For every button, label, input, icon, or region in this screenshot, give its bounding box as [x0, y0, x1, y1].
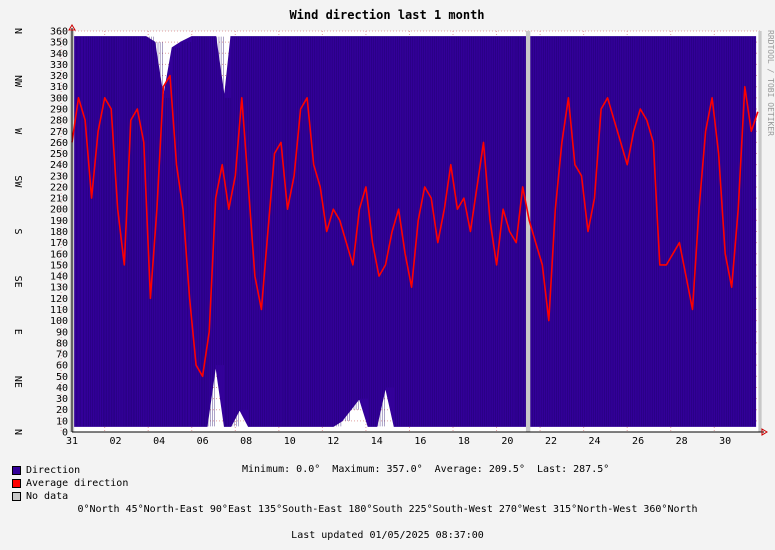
- average-direction-line: [71, 74, 759, 378]
- x-tick-label-08: 08: [240, 436, 252, 447]
- x-tick-label-14: 14: [371, 436, 383, 447]
- y-tick-label-80: 80: [56, 338, 68, 349]
- x-tick-label-20: 20: [501, 436, 513, 447]
- x-tick-label-18: 18: [458, 436, 470, 447]
- compass-label-sw-225: SW: [12, 175, 23, 188]
- x-axis-arrow: [761, 428, 768, 436]
- compass-label-e-90: E: [12, 329, 23, 335]
- x-tick-label-28: 28: [676, 436, 688, 447]
- y-tick-label-310: 310: [50, 82, 68, 93]
- y-tick-label-150: 150: [50, 260, 68, 271]
- y-tick-label-190: 190: [50, 216, 68, 227]
- y-tick-label-260: 260: [50, 138, 68, 149]
- compass-label-w-270: W: [12, 128, 23, 135]
- no-data-gap-1: [525, 31, 531, 432]
- legend-item-average-direction: Average direction: [12, 477, 128, 490]
- compass-label-s-180: S: [12, 228, 23, 234]
- y-tick-label-340: 340: [50, 49, 68, 60]
- y-tick-label-330: 330: [50, 60, 68, 71]
- plot-marks: [69, 31, 762, 432]
- x-tick-label-12: 12: [327, 436, 339, 447]
- x-tick-label-16: 16: [414, 436, 426, 447]
- y-tick-label-320: 320: [50, 71, 68, 82]
- compass-label-ne-45: NE: [12, 376, 23, 388]
- y-tick-label-270: 270: [50, 127, 68, 138]
- compass-label-n-360: N: [12, 28, 23, 34]
- y-tick-label-290: 290: [50, 104, 68, 115]
- y-tick-label-160: 160: [50, 249, 68, 260]
- y-tick-label-40: 40: [56, 383, 68, 394]
- last-updated: Last updated 01/05/2025 08:37:00: [291, 530, 484, 541]
- compass-label-n-0: N: [12, 429, 23, 435]
- compass-label-nw-315: NW: [12, 75, 23, 88]
- y-tick-label-240: 240: [50, 160, 68, 171]
- y-tick-label-110: 110: [50, 305, 68, 316]
- chart-title: Wind direction last 1 month: [289, 8, 484, 22]
- no-data-gap-2: [758, 31, 762, 432]
- y-tick-label-10: 10: [56, 416, 68, 427]
- statistics: Minimum: 0.0° Maximum: 357.0° Average: 2…: [242, 464, 610, 475]
- y-tick-label-200: 200: [50, 205, 68, 216]
- legend: Direction Average direction No data: [12, 464, 128, 503]
- legend-label-direction: Direction: [26, 465, 81, 476]
- legend-swatch-direction: [12, 466, 21, 475]
- y-tick-label-300: 300: [50, 93, 68, 104]
- directions-key: 0°North 45°North-East 90°East 135°South-…: [77, 504, 698, 515]
- legend-item-direction: Direction: [12, 464, 128, 477]
- y-tick-label-220: 220: [50, 182, 68, 193]
- y-tick-label-130: 130: [50, 283, 68, 294]
- y-tick-label-50: 50: [56, 372, 68, 383]
- x-tick-label-24: 24: [589, 436, 601, 447]
- x-tick-label-31: 31: [66, 436, 78, 447]
- y-tick-label-350: 350: [50, 38, 68, 49]
- y-axis-arrow: [68, 24, 76, 31]
- y-tick-label-70: 70: [56, 350, 68, 361]
- x-tick-label-22: 22: [545, 436, 557, 447]
- compass-label-se-135: SE: [12, 276, 23, 288]
- y-tick-label-100: 100: [50, 316, 68, 327]
- y-tick-label-280: 280: [50, 116, 68, 127]
- legend-item-no-data: No data: [12, 490, 128, 503]
- y-tick-label-230: 230: [50, 171, 68, 182]
- y-tick-label-210: 210: [50, 194, 68, 205]
- legend-label-no-data: No data: [26, 491, 69, 502]
- x-tick-label-02: 02: [110, 436, 122, 447]
- y-tick-label-120: 120: [50, 294, 68, 305]
- x-tick-label-26: 26: [632, 436, 644, 447]
- y-tick-label-0: 0: [62, 428, 68, 439]
- direction-band: [71, 36, 757, 427]
- y-tick-label-140: 140: [50, 272, 68, 283]
- y-tick-label-360: 360: [50, 27, 68, 38]
- y-tick-label-60: 60: [56, 361, 68, 372]
- x-tick-label-10: 10: [284, 436, 296, 447]
- y-tick-label-90: 90: [56, 327, 68, 338]
- legend-label-average-direction: Average direction: [26, 478, 129, 489]
- y-tick-label-180: 180: [50, 227, 68, 238]
- x-tick-label-06: 06: [197, 436, 209, 447]
- x-tick-label-30: 30: [719, 436, 731, 447]
- y-tick-label-30: 30: [56, 394, 68, 405]
- legend-swatch-average-direction: [12, 479, 21, 488]
- y-tick-label-250: 250: [50, 149, 68, 160]
- rrdtool-credit: RRDTOOL / TOBI OETIKER: [766, 30, 775, 136]
- y-tick-label-170: 170: [50, 238, 68, 249]
- legend-swatch-no-data: [12, 492, 21, 501]
- y-tick-label-20: 20: [56, 405, 68, 416]
- axes: 0102030405060708090100110120130140150160…: [12, 24, 768, 447]
- x-tick-label-04: 04: [153, 436, 165, 447]
